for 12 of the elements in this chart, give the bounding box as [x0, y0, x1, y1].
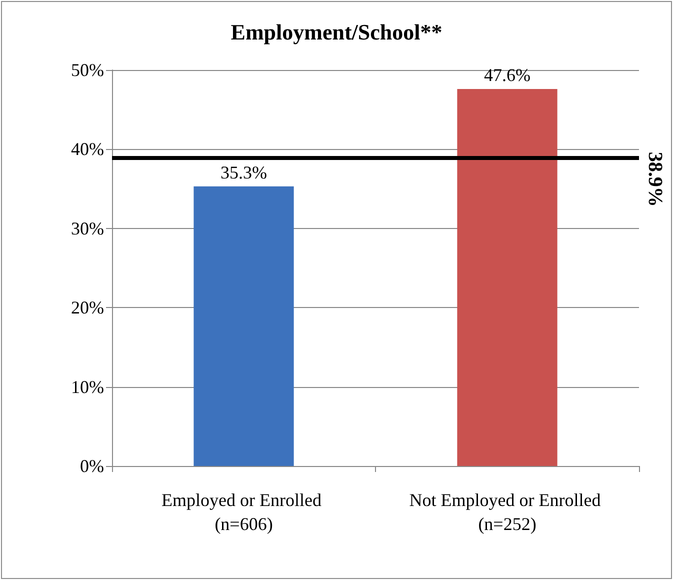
- y-tick-label: 10%: [71, 376, 104, 397]
- x-tick-label: Not Employed or Enrolled (n=252): [409, 490, 606, 534]
- y-tick-label: 0%: [80, 456, 104, 476]
- chart-title: Employment/School**: [230, 20, 442, 44]
- y-tick-label: 20%: [71, 298, 104, 318]
- data-label: 35.3%: [220, 162, 267, 182]
- y-tick-label: 40%: [71, 139, 104, 160]
- ref-line-label: 38.9%: [644, 152, 666, 207]
- y-tick-label: 50%: [71, 60, 104, 80]
- data-label: 47.6%: [484, 65, 530, 86]
- y-tick-label: 30%: [71, 218, 104, 238]
- x-tick-label: Employed or Enrolled (n=606): [162, 490, 326, 534]
